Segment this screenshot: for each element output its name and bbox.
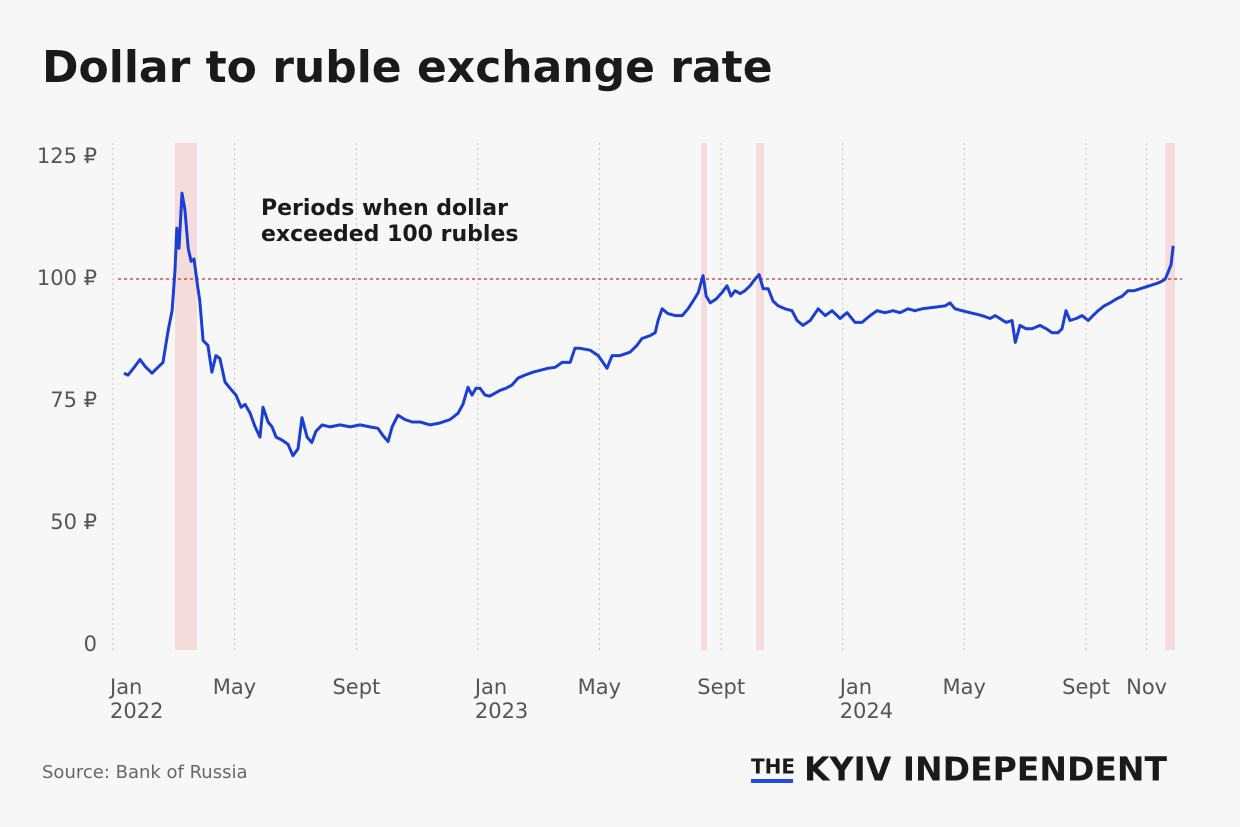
x-tick-label: Sept (697, 675, 745, 699)
brand-name: KYIV INDEPENDENT (804, 750, 1168, 789)
x-tick-label: May (578, 675, 621, 699)
x-tick-label: May (213, 675, 256, 699)
y-tick-label: 75 ₽ (50, 388, 97, 412)
brand-underline (751, 779, 793, 783)
y-tick-label: 125 ₽ (37, 144, 97, 168)
y-tick-label: 0 (84, 632, 97, 656)
brand-prefix: THE (751, 755, 795, 779)
highlight-period (1165, 143, 1176, 650)
x-tick-label: May (942, 675, 985, 699)
x-tick-label: Sept (332, 675, 380, 699)
y-tick-label: 100 ₽ (37, 266, 97, 290)
chart-title: Dollar to ruble exchange rate (42, 42, 773, 93)
source: Source: Bank of Russia (42, 762, 248, 783)
annotation-line: exceeded 100 rubles (261, 222, 518, 247)
highlight-period (175, 143, 197, 650)
annotation: Periods when dollar exceeded 100 rubles (261, 196, 518, 247)
x-tick-label: Sept (1062, 675, 1110, 699)
highlight-period (701, 143, 707, 650)
x-tick-label: Jan 2022 (108, 675, 163, 723)
x-tick-label: Nov (1126, 675, 1167, 699)
highlight-period (756, 143, 764, 650)
x-tick-label: Jan 2023 (473, 675, 528, 723)
annotation-line: Periods when dollar (261, 196, 508, 221)
x-tick-label: Jan 2024 (838, 675, 893, 723)
y-tick-label: 50 ₽ (50, 510, 97, 534)
line (123, 191, 1175, 458)
